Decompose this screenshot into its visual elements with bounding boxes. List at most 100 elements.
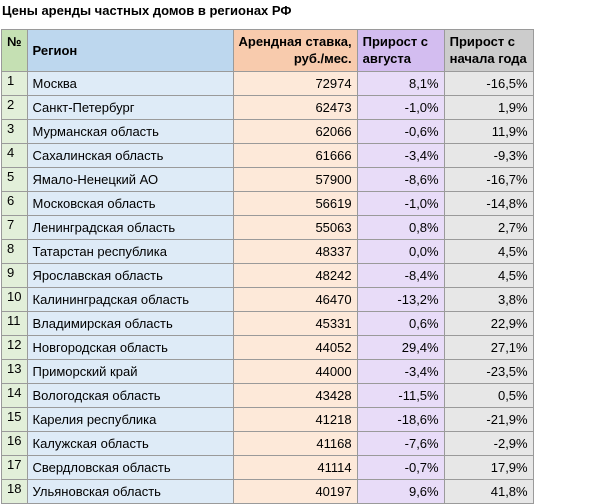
- table-row: 12 Новгородская область 44052 29,4% 27,1%: [1, 335, 534, 360]
- table-row: 16 Калужская область 41168 -7,6% -2,9%: [1, 431, 534, 456]
- row-number: 16: [1, 431, 28, 456]
- region-name: Калужская область: [26, 431, 234, 456]
- header-aug-line2: августа: [362, 51, 411, 66]
- region-name: Ярославская область: [26, 263, 234, 288]
- growth-ytd: -9,3%: [443, 143, 534, 168]
- region-name: Приморский край: [26, 359, 234, 384]
- row-number: 5: [1, 167, 28, 192]
- rent-value: 72974: [232, 71, 358, 96]
- header-row: № Регион Арендная ставка, руб./мес. Прир…: [1, 29, 534, 72]
- header-ytd-line1: Прирост с: [449, 34, 516, 49]
- region-name: Москва: [26, 71, 234, 96]
- rent-value: 46470: [232, 287, 358, 312]
- growth-august: -18,6%: [356, 407, 445, 432]
- growth-august: -7,6%: [356, 431, 445, 456]
- region-name: Вологодская область: [26, 383, 234, 408]
- growth-ytd: -16,7%: [443, 167, 534, 192]
- growth-august: -3,4%: [356, 143, 445, 168]
- growth-august: -1,0%: [356, 95, 445, 120]
- header-region-label: Регион: [32, 43, 78, 58]
- region-name: Сахалинская область: [26, 143, 234, 168]
- rent-value: 48242: [232, 263, 358, 288]
- rent-value: 45331: [232, 311, 358, 336]
- growth-ytd: -2,9%: [443, 431, 534, 456]
- growth-august: -0,7%: [356, 455, 445, 480]
- table-row: 13 Приморский край 44000 -3,4% -23,5%: [1, 359, 534, 384]
- rent-value: 62473: [232, 95, 358, 120]
- table-row: 8 Татарстан республика 48337 0,0% 4,5%: [1, 239, 534, 264]
- row-number: 17: [1, 455, 28, 480]
- growth-august: 29,4%: [356, 335, 445, 360]
- growth-ytd: 1,9%: [443, 95, 534, 120]
- region-name: Калининградская область: [26, 287, 234, 312]
- row-number: 2: [1, 95, 28, 120]
- table-row: 15 Карелия республика 41218 -18,6% -21,9%: [1, 407, 534, 432]
- growth-ytd: 4,5%: [443, 239, 534, 264]
- rent-value: 41168: [232, 431, 358, 456]
- growth-ytd: 41,8%: [443, 479, 534, 504]
- table-row: 5 Ямало-Ненецкий АО 57900 -8,6% -16,7%: [1, 167, 534, 192]
- table-title: Цены аренды частных домов в регионах РФ: [2, 3, 292, 18]
- growth-ytd: 22,9%: [443, 311, 534, 336]
- growth-august: -8,4%: [356, 263, 445, 288]
- region-name: Ленинградская область: [26, 215, 234, 240]
- row-number: 14: [1, 383, 28, 408]
- rent-table: № Регион Арендная ставка, руб./мес. Прир…: [1, 29, 534, 504]
- growth-august: -8,6%: [356, 167, 445, 192]
- rent-value: 41218: [232, 407, 358, 432]
- region-name: Мурманская область: [26, 119, 234, 144]
- region-name: Татарстан республика: [26, 239, 234, 264]
- growth-ytd: -14,8%: [443, 191, 534, 216]
- row-number: 10: [1, 287, 28, 312]
- row-number: 18: [1, 479, 28, 504]
- growth-ytd: 17,9%: [443, 455, 534, 480]
- table-row: 11 Владимирская область 45331 0,6% 22,9%: [1, 311, 534, 336]
- table-row: 4 Сахалинская область 61666 -3,4% -9,3%: [1, 143, 534, 168]
- header-aug-line1: Прирост с: [362, 34, 429, 49]
- growth-ytd: -23,5%: [443, 359, 534, 384]
- header-aug: Прирост с августа: [356, 29, 445, 72]
- table-row: 6 Московская область 56619 -1,0% -14,8%: [1, 191, 534, 216]
- growth-ytd: 0,5%: [443, 383, 534, 408]
- table-row: 2 Санкт-Петербург 62473 -1,0% 1,9%: [1, 95, 534, 120]
- region-name: Ямало-Ненецкий АО: [26, 167, 234, 192]
- growth-ytd: -21,9%: [443, 407, 534, 432]
- header-region: Регион: [26, 29, 234, 72]
- growth-ytd: 11,9%: [443, 119, 534, 144]
- growth-ytd: 4,5%: [443, 263, 534, 288]
- rent-value: 44052: [232, 335, 358, 360]
- header-num: №: [1, 29, 28, 72]
- header-ytd: Прирост с начала года: [443, 29, 534, 72]
- table-row: 9 Ярославская область 48242 -8,4% 4,5%: [1, 263, 534, 288]
- growth-ytd: 3,8%: [443, 287, 534, 312]
- growth-august: 9,6%: [356, 479, 445, 504]
- region-name: Новгородская область: [26, 335, 234, 360]
- rent-value: 40197: [232, 479, 358, 504]
- growth-august: -0,6%: [356, 119, 445, 144]
- table-row: 10 Калининградская область 46470 -13,2% 3,8%: [1, 287, 534, 312]
- rent-value: 44000: [232, 359, 358, 384]
- growth-ytd: -16,5%: [443, 71, 534, 96]
- row-number: 15: [1, 407, 28, 432]
- growth-august: 0,8%: [356, 215, 445, 240]
- rent-value: 61666: [232, 143, 358, 168]
- row-number: 3: [1, 119, 28, 144]
- rent-value: 43428: [232, 383, 358, 408]
- table-row: 7 Ленинградская область 55063 0,8% 2,7%: [1, 215, 534, 240]
- table-row: 3 Мурманская область 62066 -0,6% 11,9%: [1, 119, 534, 144]
- row-number: 13: [1, 359, 28, 384]
- growth-ytd: 2,7%: [443, 215, 534, 240]
- region-name: Свердловская область: [26, 455, 234, 480]
- growth-august: 8,1%: [356, 71, 445, 96]
- header-rent-line2: руб./мес.: [293, 51, 352, 66]
- table-row: 14 Вологодская область 43428 -11,5% 0,5%: [1, 383, 534, 408]
- growth-august: -13,2%: [356, 287, 445, 312]
- growth-august: -3,4%: [356, 359, 445, 384]
- row-number: 6: [1, 191, 28, 216]
- region-name: Владимирская область: [26, 311, 234, 336]
- table-row: 17 Свердловская область 41114 -0,7% 17,9%: [1, 455, 534, 480]
- growth-august: 0,6%: [356, 311, 445, 336]
- row-number: 7: [1, 215, 28, 240]
- table-row: 18 Ульяновская область 40197 9,6% 41,8%: [1, 479, 534, 504]
- rent-value: 62066: [232, 119, 358, 144]
